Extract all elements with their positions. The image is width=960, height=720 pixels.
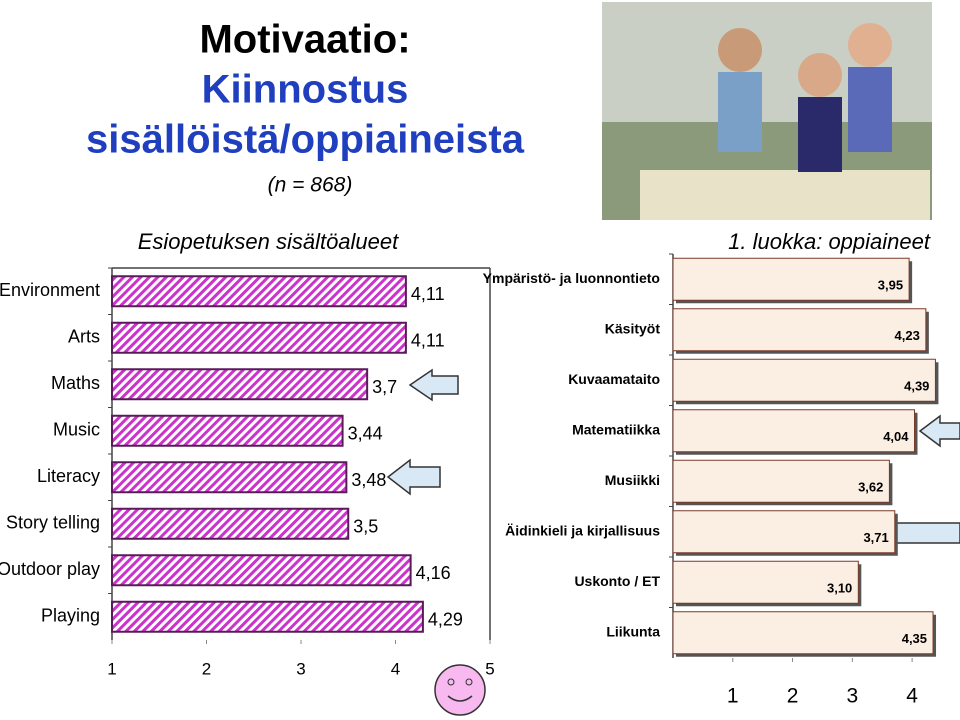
value-label: 4,39 bbox=[904, 379, 929, 394]
bar bbox=[111, 414, 344, 447]
bar bbox=[672, 611, 934, 655]
y-tick-label: Musiikki bbox=[605, 472, 660, 488]
value-label: 4,11 bbox=[411, 331, 445, 351]
slide-title: sisällöistä/oppiaineista bbox=[86, 118, 525, 162]
value-label: 4,23 bbox=[895, 328, 920, 343]
bar bbox=[111, 461, 348, 494]
chart-title: 1. luokka: oppiaineet bbox=[728, 229, 931, 254]
value-label: 3,10 bbox=[827, 581, 852, 596]
y-tick-label: Environment bbox=[0, 280, 100, 300]
y-tick-label: Ympäristö- ja luonnontieto bbox=[483, 270, 660, 286]
bar bbox=[672, 308, 927, 352]
y-tick-label: Arts bbox=[68, 327, 100, 347]
y-tick-label: Matematiikka bbox=[572, 421, 660, 437]
bar bbox=[111, 368, 369, 401]
bar bbox=[672, 358, 936, 402]
bar bbox=[111, 321, 407, 354]
bar bbox=[111, 554, 412, 587]
value-label: 3,7 bbox=[372, 377, 397, 397]
smiley bbox=[434, 664, 486, 716]
photo bbox=[602, 2, 932, 220]
y-tick-label: Kuvaamataito bbox=[568, 371, 660, 387]
value-label: 4,16 bbox=[416, 563, 451, 583]
value-label: 3,62 bbox=[858, 480, 883, 495]
y-tick-label: Outdoor play bbox=[0, 559, 100, 579]
x-tick-label: 1 bbox=[727, 685, 739, 708]
y-tick-label: Literacy bbox=[37, 466, 100, 486]
value-label: 3,71 bbox=[863, 530, 888, 545]
sample-size: (n = 868) bbox=[268, 174, 353, 197]
bar bbox=[672, 459, 890, 503]
value-label: 3,5 bbox=[353, 517, 378, 537]
y-tick-label: Playing bbox=[41, 606, 100, 626]
y-tick-label: Äidinkieli ja kirjallisuus bbox=[505, 522, 660, 538]
y-tick-label: Music bbox=[53, 420, 100, 440]
x-tick-label: 4 bbox=[391, 659, 400, 678]
value-label: 4,04 bbox=[883, 429, 909, 444]
x-tick-label: 2 bbox=[202, 659, 211, 678]
x-tick-label: 3 bbox=[846, 685, 858, 708]
y-tick-label: Uskonto / ET bbox=[574, 573, 660, 589]
y-tick-label: Liikunta bbox=[606, 623, 660, 639]
y-tick-label: Story telling bbox=[6, 513, 100, 533]
y-tick-label: Maths bbox=[51, 373, 100, 393]
value-label: 3,48 bbox=[351, 470, 386, 490]
y-tick-label: Käsityöt bbox=[605, 320, 661, 336]
value-label: 4,11 bbox=[411, 284, 445, 304]
slide-title: Motivaatio: bbox=[199, 18, 410, 62]
bar bbox=[111, 600, 424, 633]
x-tick-label: 3 bbox=[296, 659, 305, 678]
value-label: 3,44 bbox=[348, 424, 383, 444]
bar bbox=[672, 560, 859, 604]
chart-title: Esiopetuksen sisältöalueet bbox=[138, 229, 399, 254]
x-tick-label: 4 bbox=[906, 685, 918, 708]
slide-title: Kiinnostus bbox=[202, 68, 409, 112]
bar bbox=[111, 507, 350, 540]
value-label: 4,29 bbox=[428, 610, 463, 630]
bar bbox=[672, 257, 910, 301]
x-tick-label: 1 bbox=[107, 659, 116, 678]
value-label: 4,35 bbox=[902, 631, 927, 646]
value-label: 3,95 bbox=[878, 278, 903, 293]
x-tick-label: 2 bbox=[787, 685, 799, 708]
x-tick-label: 5 bbox=[485, 659, 494, 678]
bar bbox=[111, 275, 407, 308]
bar bbox=[672, 409, 916, 453]
bar bbox=[672, 510, 896, 554]
